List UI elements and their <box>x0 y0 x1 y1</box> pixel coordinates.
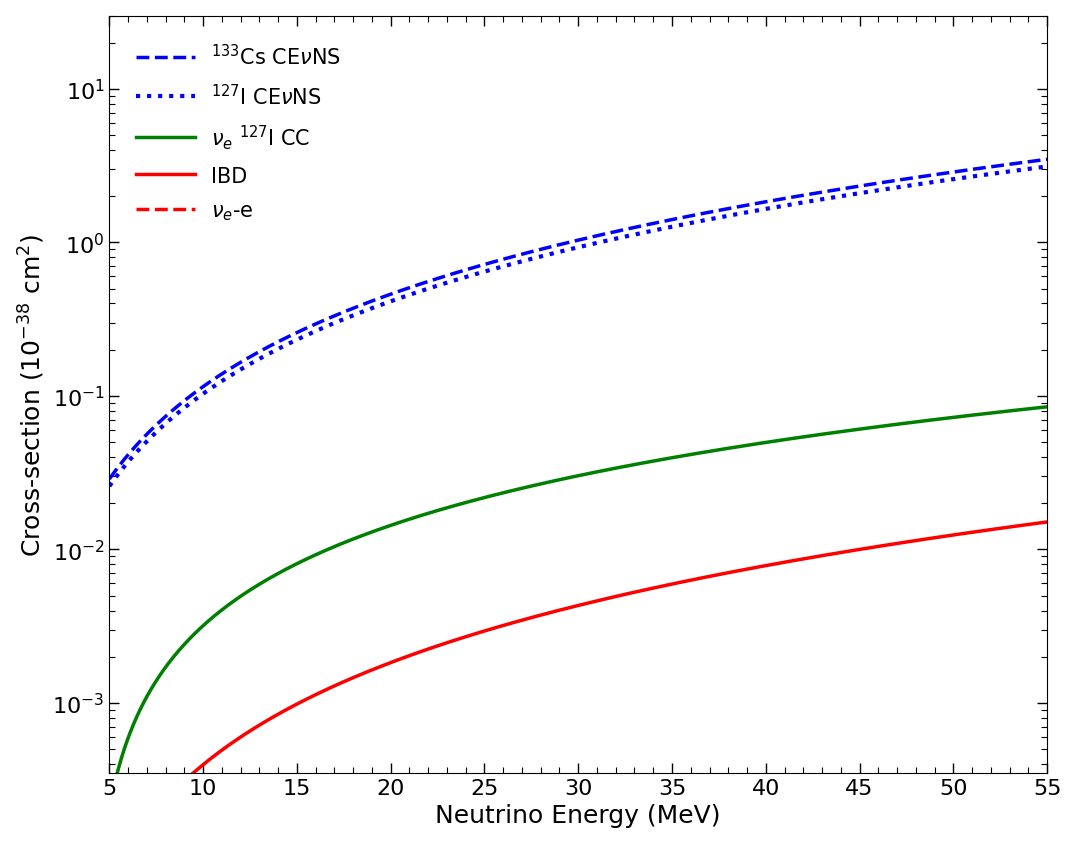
$^{133}$Cs CE$\nu$NS <box>1040 155 1053 165</box>
IBD <box>841 547 854 557</box>
Line: $^{127}$I CE$\nu$NS: $^{127}$I CE$\nu$NS <box>109 167 1047 487</box>
$^{127}$I CE$\nu$NS <box>151 426 164 436</box>
$^{127}$I CE$\nu$NS <box>1013 165 1026 176</box>
IBD <box>1013 521 1026 531</box>
IBD <box>151 803 164 814</box>
$^{127}$I CE$\nu$NS <box>534 252 547 262</box>
$^{133}$Cs CE$\nu$NS <box>1013 159 1026 169</box>
$^{133}$Cs CE$\nu$NS <box>151 419 164 430</box>
$^{127}$I CE$\nu$NS <box>1040 162 1053 172</box>
IBD <box>1040 517 1053 528</box>
Y-axis label: Cross-section (10$^{-38}$ cm$^2$): Cross-section (10$^{-38}$ cm$^2$) <box>16 234 46 556</box>
Line: IBD: IBD <box>109 522 1047 844</box>
$\nu_e$ $^{127}$I CC <box>102 803 115 814</box>
$\nu_e$ $^{127}$I CC <box>151 674 164 684</box>
$\nu_e$ $^{127}$I CC <box>558 473 571 484</box>
$^{133}$Cs CE$\nu$NS <box>1013 159 1026 169</box>
$^{127}$I CE$\nu$NS <box>841 191 854 201</box>
Line: $\nu_e$ $^{127}$I CC: $\nu_e$ $^{127}$I CC <box>109 408 1047 809</box>
$^{127}$I CE$\nu$NS <box>558 246 571 256</box>
$\nu_e$ $^{127}$I CC <box>1040 403 1053 413</box>
IBD <box>1013 521 1026 531</box>
$^{133}$Cs CE$\nu$NS <box>102 474 115 484</box>
$^{133}$Cs CE$\nu$NS <box>558 239 571 249</box>
IBD <box>558 604 571 614</box>
IBD <box>534 610 547 620</box>
$\nu_e$ $^{127}$I CC <box>1013 405 1026 415</box>
$\nu_e$ $^{127}$I CC <box>534 479 547 490</box>
Legend: $^{133}$Cs CE$\nu$NS, $^{127}$I CE$\nu$NS, $\nu_e$ $^{127}$I CC, IBD, $\nu_e$-e: $^{133}$Cs CE$\nu$NS, $^{127}$I CE$\nu$N… <box>120 27 358 239</box>
$\nu_e$ $^{127}$I CC <box>841 426 854 436</box>
$^{133}$Cs CE$\nu$NS <box>534 245 547 255</box>
$^{127}$I CE$\nu$NS <box>102 482 115 492</box>
$\nu_e$ $^{127}$I CC <box>1013 405 1026 415</box>
$^{127}$I CE$\nu$NS <box>1013 165 1026 176</box>
$^{133}$Cs CE$\nu$NS <box>841 184 854 194</box>
X-axis label: Neutrino Energy (MeV): Neutrino Energy (MeV) <box>436 803 721 827</box>
Line: $^{133}$Cs CE$\nu$NS: $^{133}$Cs CE$\nu$NS <box>109 160 1047 479</box>
